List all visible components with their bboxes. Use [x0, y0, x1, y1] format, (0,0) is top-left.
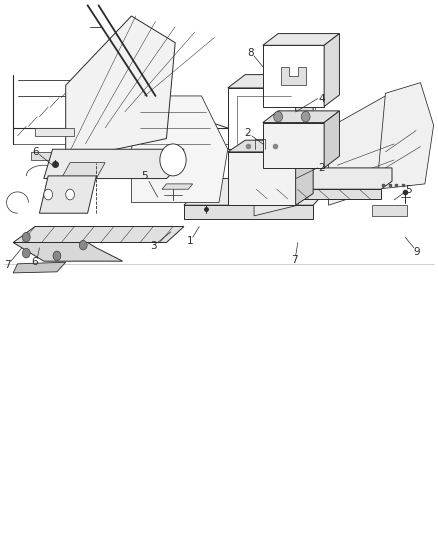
Text: 4: 4: [318, 94, 325, 103]
Text: 1: 1: [187, 236, 194, 246]
Polygon shape: [328, 96, 416, 205]
Circle shape: [301, 111, 310, 122]
Polygon shape: [39, 176, 96, 213]
Polygon shape: [377, 83, 434, 189]
Polygon shape: [13, 262, 66, 273]
Polygon shape: [324, 111, 339, 168]
Polygon shape: [31, 152, 61, 160]
Polygon shape: [35, 128, 74, 136]
Text: 6: 6: [31, 257, 38, 267]
Polygon shape: [252, 168, 392, 189]
Polygon shape: [162, 184, 193, 189]
Polygon shape: [44, 149, 184, 179]
Circle shape: [160, 144, 186, 176]
Polygon shape: [252, 189, 381, 199]
Circle shape: [53, 251, 61, 261]
Text: 8: 8: [247, 49, 254, 58]
Circle shape: [22, 248, 30, 258]
Circle shape: [274, 111, 283, 122]
Circle shape: [66, 189, 74, 200]
Polygon shape: [324, 34, 339, 107]
Polygon shape: [228, 152, 296, 205]
Text: 5: 5: [405, 185, 412, 195]
Polygon shape: [131, 96, 228, 203]
Polygon shape: [263, 45, 324, 107]
Polygon shape: [296, 75, 313, 149]
Polygon shape: [281, 67, 306, 85]
Text: 7: 7: [4, 261, 11, 270]
Circle shape: [44, 189, 53, 200]
Polygon shape: [61, 163, 105, 179]
Polygon shape: [263, 34, 339, 45]
Text: 5: 5: [141, 171, 148, 181]
Polygon shape: [184, 179, 337, 205]
Text: 9: 9: [413, 247, 420, 257]
Text: 2: 2: [244, 128, 251, 138]
Text: 2: 2: [318, 163, 325, 173]
Text: 3: 3: [150, 241, 157, 251]
Polygon shape: [13, 243, 123, 261]
Text: 7: 7: [291, 255, 298, 265]
Polygon shape: [263, 111, 339, 123]
Polygon shape: [296, 140, 313, 205]
Polygon shape: [228, 75, 313, 88]
Polygon shape: [66, 16, 175, 160]
Text: 6: 6: [32, 147, 39, 157]
Polygon shape: [263, 123, 324, 168]
Polygon shape: [13, 227, 184, 243]
Circle shape: [79, 240, 87, 250]
Polygon shape: [228, 140, 313, 152]
Polygon shape: [275, 127, 325, 147]
Polygon shape: [184, 205, 313, 219]
Circle shape: [22, 232, 30, 242]
Polygon shape: [228, 88, 296, 149]
Polygon shape: [254, 168, 304, 216]
Polygon shape: [372, 205, 407, 216]
